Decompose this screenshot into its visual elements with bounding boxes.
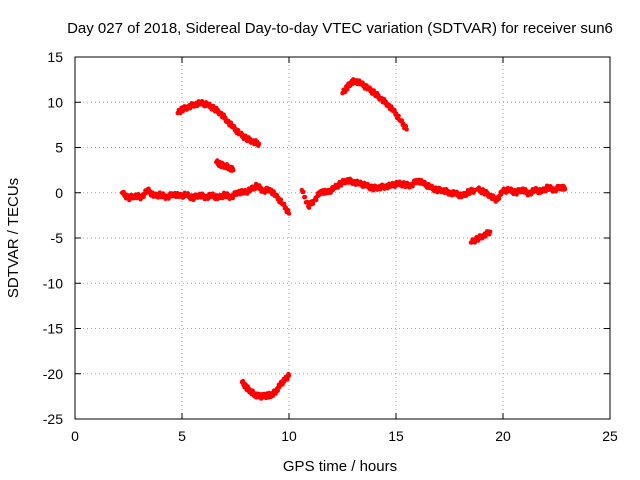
y-tick-label: -15 — [43, 321, 63, 337]
data-point-fill — [286, 371, 291, 377]
x-tick-label: 10 — [281, 428, 297, 444]
y-tick-label: 0 — [55, 185, 63, 201]
y-tick-label: 10 — [47, 94, 63, 110]
series-arc-6 — [475, 183, 568, 204]
data-point-fill — [364, 83, 369, 88]
data-point-fill — [281, 201, 287, 207]
data-point-fill — [302, 194, 308, 200]
data-point-fill — [499, 192, 504, 197]
data-points — [119, 77, 568, 401]
series-arc-2 — [340, 77, 409, 132]
chart-title: Day 027 of 2018, Sidereal Day-to-day VTE… — [67, 20, 613, 37]
series-arc-3 — [214, 158, 236, 173]
data-point-fill — [383, 99, 389, 104]
y-tick-label: -20 — [43, 366, 63, 382]
data-point-fill — [256, 143, 261, 148]
y-tick-label: -25 — [43, 411, 63, 427]
x-tick-label: 5 — [178, 428, 186, 444]
x-tick-label: 20 — [495, 428, 511, 444]
series-arc-7 — [468, 229, 493, 245]
series-arc-4 — [119, 181, 292, 216]
data-point-fill — [223, 115, 228, 120]
x-tick-label: 15 — [388, 428, 404, 444]
data-point-fill — [230, 166, 236, 171]
series-arc-8 — [239, 371, 292, 401]
data-point-fill — [301, 189, 306, 195]
data-point-fill — [211, 103, 216, 109]
x-axis-label: GPS time / hours — [283, 458, 397, 475]
y-tick-label: 15 — [47, 49, 63, 65]
y-tick-label: -5 — [51, 230, 64, 246]
data-point-fill — [285, 207, 291, 213]
series-arc-5 — [299, 176, 478, 210]
y-axis-label: SDTVAR / TECUs — [5, 178, 22, 298]
x-tick-label: 0 — [71, 428, 79, 444]
data-point-fill — [396, 113, 401, 119]
y-tick-label: -10 — [43, 275, 63, 291]
data-point-fill — [371, 88, 376, 93]
data-point-fill — [255, 139, 260, 145]
data-point-fill — [392, 108, 397, 113]
data-point-fill — [314, 197, 319, 203]
data-point-fill — [496, 196, 502, 201]
series-arc-1 — [175, 99, 262, 148]
data-point-fill — [487, 232, 492, 237]
data-point-fill — [403, 123, 409, 129]
data-point-fill — [278, 197, 284, 202]
data-point-fill — [235, 127, 241, 133]
y-tick-label: 5 — [55, 140, 63, 156]
axis-ticks: 0 5 10 15 20 25 15 10 5 0 -5 -10 -15 -20 -25 — [43, 49, 618, 444]
grid — [75, 57, 610, 419]
x-tick-label: 25 — [602, 428, 618, 444]
data-point-fill — [399, 118, 405, 123]
data-point-fill — [562, 185, 567, 190]
